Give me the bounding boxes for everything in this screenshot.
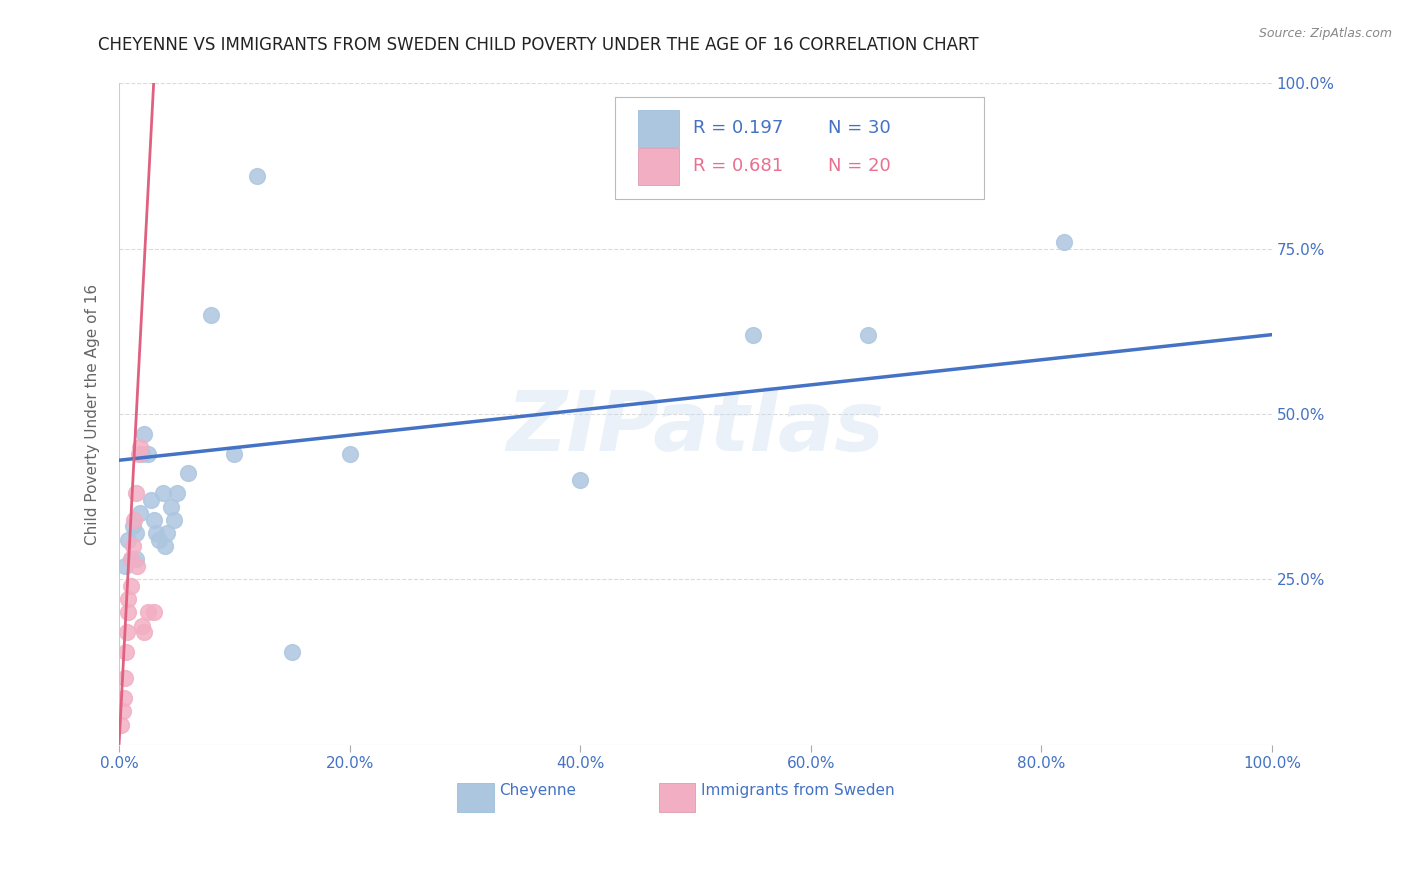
Point (160, 500, 183, 514)
Point (156, 525, 179, 540)
FancyBboxPatch shape (638, 147, 679, 185)
Point (110, 717, 132, 731)
Point (200, 308, 222, 322)
Point (858, 327, 880, 342)
Point (246, 169, 269, 183)
Text: Immigrants from Sweden: Immigrants from Sweden (702, 783, 894, 798)
Text: R = 0.681: R = 0.681 (693, 157, 783, 175)
Point (224, 447, 246, 461)
Point (163, 513, 186, 527)
Point (134, 625, 156, 640)
Point (120, 579, 142, 593)
Point (112, 691, 135, 706)
Point (136, 605, 159, 619)
Point (111, 705, 134, 719)
Point (148, 533, 170, 547)
Point (281, 645, 304, 659)
Text: R = 0.197: R = 0.197 (693, 120, 783, 137)
Point (122, 519, 145, 533)
Point (142, 513, 165, 527)
Point (114, 672, 136, 686)
Point (141, 492, 163, 507)
FancyBboxPatch shape (638, 110, 679, 147)
Point (120, 552, 142, 566)
Point (134, 426, 156, 441)
Point (128, 447, 150, 461)
Point (136, 447, 159, 461)
Point (115, 645, 138, 659)
Point (128, 440, 150, 454)
Text: N = 20: N = 20 (828, 157, 891, 175)
Point (128, 506, 150, 520)
Text: Cheyenne: Cheyenne (499, 783, 576, 798)
Point (131, 447, 153, 461)
Point (117, 533, 139, 547)
Point (122, 513, 145, 527)
Y-axis label: Child Poverty Under the Age of 16: Child Poverty Under the Age of 16 (86, 284, 100, 544)
Point (114, 559, 136, 574)
Point (125, 552, 148, 566)
FancyBboxPatch shape (658, 783, 696, 812)
Text: N = 30: N = 30 (828, 120, 891, 137)
Point (569, 473, 592, 487)
Point (117, 605, 139, 619)
Point (131, 618, 153, 632)
FancyBboxPatch shape (457, 783, 494, 812)
Point (152, 486, 174, 500)
Point (166, 486, 188, 500)
Point (339, 447, 361, 461)
Point (122, 539, 145, 553)
Text: ZIPatlas: ZIPatlas (506, 387, 884, 467)
Point (153, 539, 176, 553)
Text: CHEYENNE VS IMMIGRANTS FROM SWEDEN CHILD POVERTY UNDER THE AGE OF 16 CORRELATION: CHEYENNE VS IMMIGRANTS FROM SWEDEN CHILD… (98, 36, 979, 54)
Point (115, 625, 138, 640)
FancyBboxPatch shape (614, 96, 984, 199)
Point (120, 552, 142, 566)
Point (125, 486, 148, 500)
Point (1053, 235, 1076, 249)
Point (127, 559, 149, 574)
Point (142, 605, 165, 619)
Text: Source: ZipAtlas.com: Source: ZipAtlas.com (1258, 27, 1392, 40)
Point (177, 467, 200, 481)
Point (742, 327, 765, 342)
Point (125, 525, 148, 540)
Point (117, 592, 139, 607)
Point (145, 525, 167, 540)
